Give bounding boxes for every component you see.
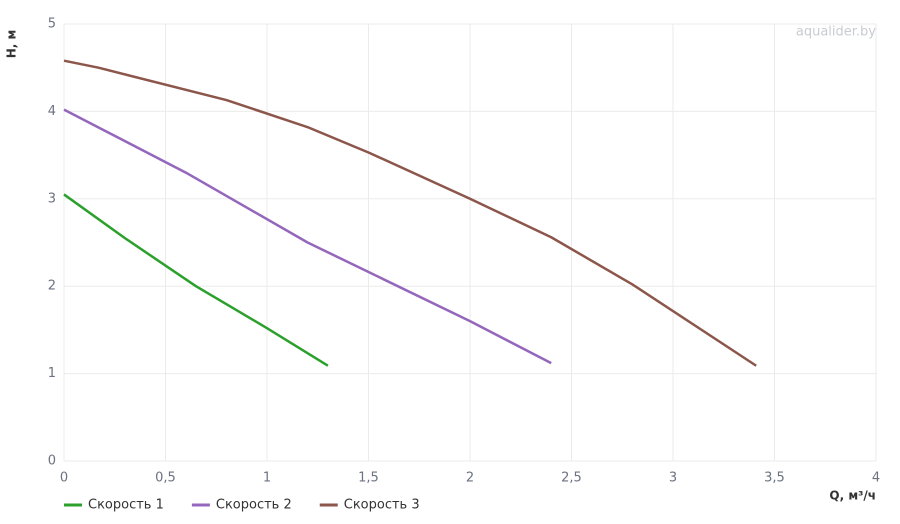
y-tick-label: 4 [48,104,56,119]
line-series [63,193,329,367]
x-tick-label: 3 [669,471,677,486]
watermark: aqualider.by [796,25,876,40]
x-tick-label: 1 [263,471,271,486]
x-tick-label: 0,5 [155,471,176,486]
y-tick-label: 5 [48,17,56,32]
line-series [63,108,552,365]
x-tick-label: 3,5 [764,471,785,486]
y-tick-label: 2 [48,279,56,294]
x-tick-label: 4 [872,471,880,486]
x-tick-label: 1,5 [358,471,379,486]
legend-label: Скорость 3 [344,498,420,513]
legend-label: Скорость 1 [88,498,164,513]
y-tick-label: 3 [48,191,56,206]
x-tick-label: 0 [60,471,68,486]
legend-label: Скорость 2 [216,498,292,513]
y-tick-label: 1 [48,366,56,381]
x-axis-label: Q, м³/ч [829,489,876,503]
x-tick-label: 2,5 [561,471,582,486]
line-series [63,59,757,367]
x-tick-label: 2 [466,471,474,486]
y-tick-label: 0 [48,454,56,469]
y-axis-label: H, м [5,30,19,59]
